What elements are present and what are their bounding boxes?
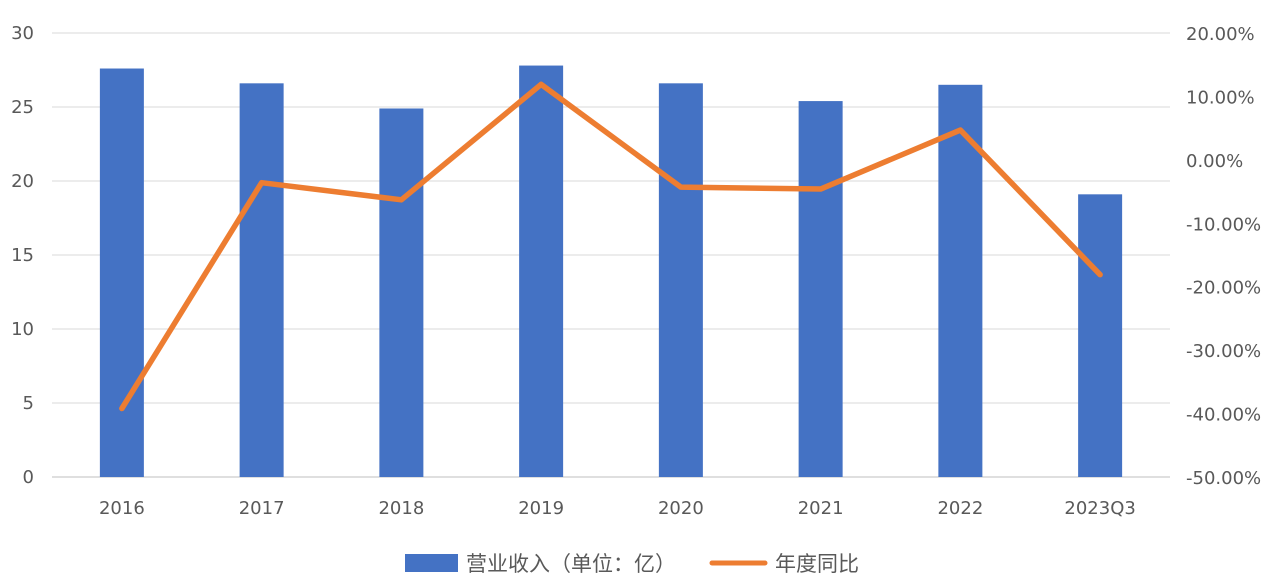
left-axis-tick-label: 30 xyxy=(11,23,34,44)
yoy-point-2016 xyxy=(119,405,125,411)
bar-revenue-2017 xyxy=(239,83,284,477)
left-axis-tick-label: 25 xyxy=(11,97,34,118)
x-axis-tick-label: 2019 xyxy=(518,498,564,519)
yoy-point-2018 xyxy=(398,197,404,203)
legend-label-yoy: 年度同比 xyxy=(775,552,859,576)
yoy-point-2019 xyxy=(538,81,544,87)
yoy-point-2023Q3 xyxy=(1097,272,1103,278)
left-axis-tick-label: 5 xyxy=(23,393,34,414)
revenue-bars xyxy=(99,65,1123,478)
bar-revenue-2018 xyxy=(379,108,424,477)
x-axis-tick-label: 2017 xyxy=(239,498,285,519)
left-axis-tick-label: 15 xyxy=(11,245,34,266)
x-axis-tick-label: 2021 xyxy=(798,498,844,519)
right-axis-tick-label: -10.00% xyxy=(1186,214,1261,235)
right-axis-tick-label: 10.00% xyxy=(1186,87,1255,108)
legend: 营业收入（单位：亿） 年度同比 xyxy=(405,552,859,576)
bar-revenue-2022 xyxy=(938,84,983,478)
bar-revenue-2021 xyxy=(798,101,843,477)
gridlines xyxy=(52,32,1170,478)
yoy-point-2022 xyxy=(957,127,963,133)
x-axis-tick-label: 2016 xyxy=(99,498,145,519)
bar-revenue-2023Q3 xyxy=(1078,194,1123,477)
yoy-line-series xyxy=(119,81,1103,412)
x-axis-tick-label: 2018 xyxy=(378,498,424,519)
yoy-point-2021 xyxy=(818,186,824,192)
legend-swatch-revenue xyxy=(405,554,458,572)
right-axis-tick-label: 20.00% xyxy=(1186,24,1255,45)
right-axis-tick-label: -40.00% xyxy=(1186,405,1261,426)
left-axis-tick-label: 10 xyxy=(11,319,34,340)
right-axis-tick-label: -30.00% xyxy=(1186,341,1261,362)
left-axis-ticks: 0 5 10 15 20 25 30 xyxy=(11,23,34,488)
right-axis-ticks: -50.00% -40.00% -30.00% -20.00% -10.00% 0.00%… xyxy=(1186,24,1261,489)
left-axis-tick-label: 20 xyxy=(11,171,34,192)
yoy-point-2017 xyxy=(259,180,265,186)
bar-revenue-2019 xyxy=(519,65,564,477)
x-axis-tick-label: 2020 xyxy=(658,498,704,519)
x-axis-tick-label: 2022 xyxy=(937,498,983,519)
yoy-line xyxy=(119,81,1103,412)
x-axis-tick-label: 2023Q3 xyxy=(1064,498,1135,519)
bar-revenue-2016 xyxy=(99,68,144,478)
x-axis-ticks: 2016 2017 2018 2019 2020 2021 2022 2023Q3 xyxy=(99,498,1136,519)
yoy-point-2020 xyxy=(678,184,684,190)
right-axis-tick-label: -50.00% xyxy=(1186,468,1261,489)
left-axis-tick-label: 0 xyxy=(23,467,34,488)
right-axis-tick-label: 0.00% xyxy=(1186,151,1243,172)
bar-revenue-2020 xyxy=(658,83,703,477)
right-axis-tick-label: -20.00% xyxy=(1186,278,1261,299)
legend-label-revenue: 营业收入（单位：亿） xyxy=(466,552,676,576)
